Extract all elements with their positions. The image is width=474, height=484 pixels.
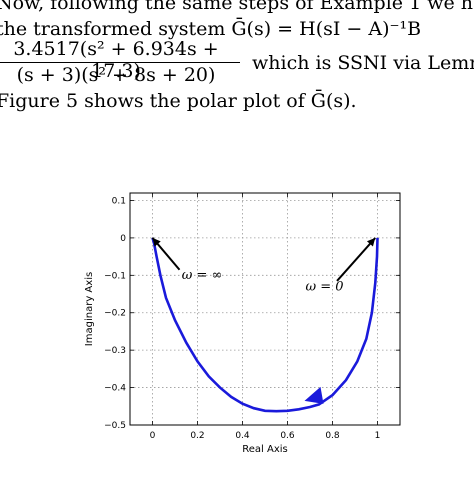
x-tick-label: 0.6	[280, 431, 295, 441]
annotation-arrow-head	[152, 237, 161, 247]
annotation-arrow-head	[366, 237, 376, 247]
x-tick-label: 0	[150, 431, 156, 441]
fraction-tail-text: which is SSNI via Lemma	[252, 52, 474, 74]
y-tick-label: 0.1	[112, 196, 126, 206]
paper-text-block: Now, following the same steps of Example…	[0, 0, 474, 120]
grid-lines	[130, 193, 400, 426]
x-tick-label: 1	[375, 431, 381, 441]
text-line-1: Now, following the same steps of Example…	[0, 0, 474, 14]
axes-box	[129, 192, 401, 426]
fraction-denominator: (s + 3)(s² + 8s + 20)	[16, 64, 216, 86]
text-line-2: the transformed system Ḡ(s) = H(sI − A)⁻…	[0, 18, 422, 40]
x-axis-label: Real Axis	[242, 444, 287, 455]
nyquist-curve	[151, 237, 379, 413]
y-tick-label: −0.5	[104, 421, 126, 431]
text-line-4: Figure 5 shows the polar plot of Ḡ(s).	[0, 90, 357, 112]
annotations: ω = ∞ ω = 0	[151, 237, 376, 294]
annotation-arrow-shaft	[336, 237, 376, 282]
y-tick-label: −0.3	[104, 346, 126, 356]
polar-plot-figure: 0 0.2 0.4 0.6 0.8 1 0.1 0 −0.1 −0.2 −0.3 −0.4 −0.5 ω…	[84, 192, 401, 455]
direction-arrow-marker	[304, 386, 324, 404]
y-axis-label: Imaginary Axis	[84, 272, 95, 346]
x-tick-label: 0.8	[325, 431, 340, 441]
annotation-label: ω = 0	[306, 279, 344, 294]
y-tick-label: −0.4	[104, 384, 126, 394]
fraction-numerator: 3.4517(s² + 6.934s + 17.3)	[13, 38, 219, 82]
y-tick-label: −0.2	[104, 309, 126, 319]
y-tick-label: 0	[120, 234, 126, 244]
annotation-label: ω = ∞	[182, 268, 223, 283]
fraction-bar	[0, 62, 240, 63]
axis-ticks: 0 0.2 0.4 0.6 0.8 1 0.1 0 −0.1 −0.2 −0.3 −0.4 −0.5	[104, 193, 400, 441]
y-tick-label: −0.1	[104, 271, 126, 281]
x-tick-label: 0.2	[190, 431, 204, 441]
x-tick-label: 0.4	[235, 431, 250, 441]
